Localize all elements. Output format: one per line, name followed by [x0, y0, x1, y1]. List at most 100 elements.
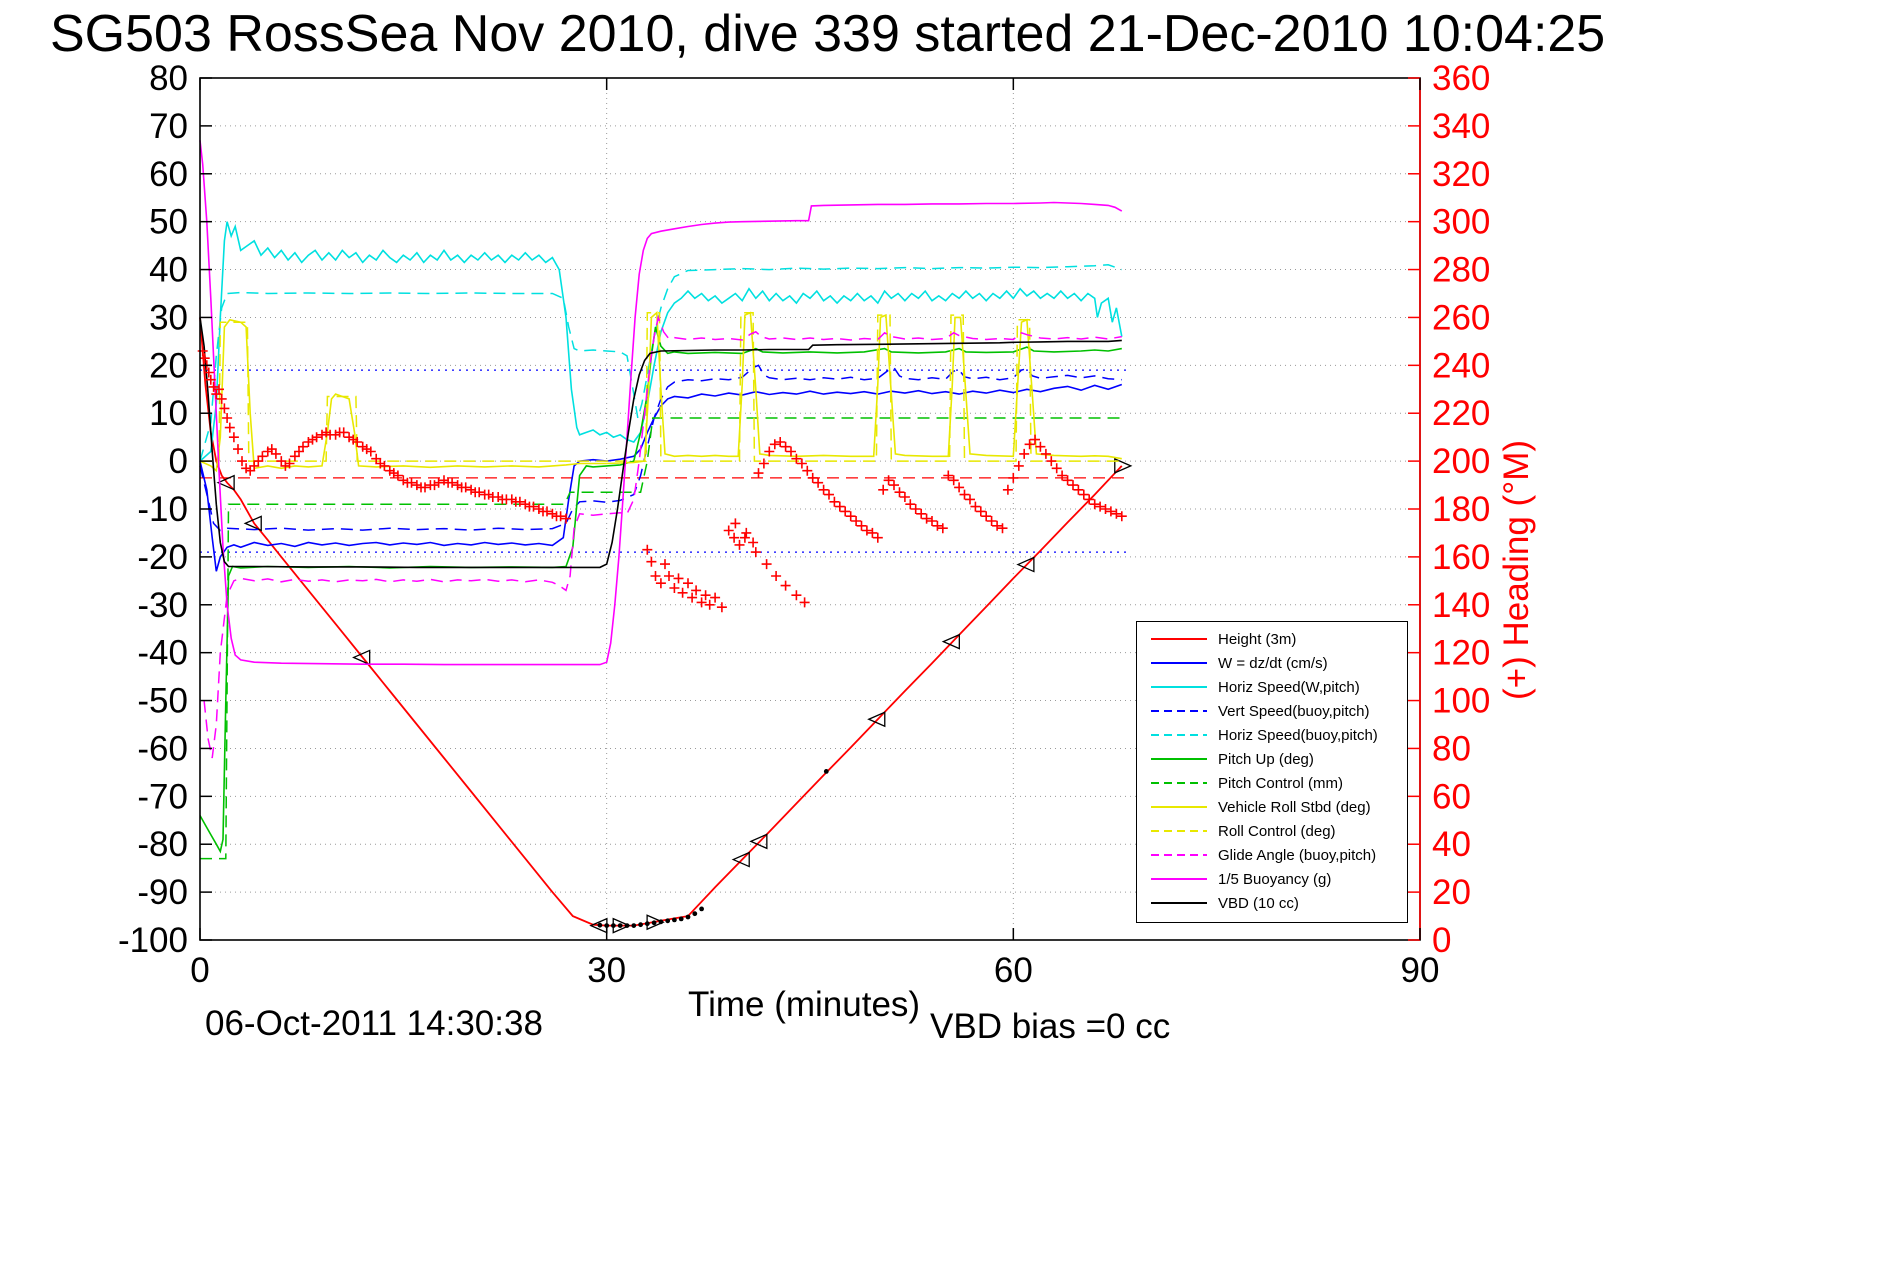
right-tick-label: 100: [1432, 682, 1490, 721]
legend-label: Vehicle Roll Stbd (deg): [1218, 798, 1371, 816]
series-buoyancy: [199, 140, 1123, 666]
right-tick-label: 320: [1432, 155, 1490, 194]
legend-line-sample: [1151, 782, 1207, 784]
right-tick-label: 60: [1432, 777, 1471, 816]
legend-label: Vert Speed(buoy,pitch): [1218, 702, 1370, 720]
legend-box: Height (3m) W = dz/dt (cm/s) Horiz Speed(W…: [1136, 621, 1408, 923]
x-tick-label: 60: [994, 951, 1033, 990]
legend-item-w-dzdt: W = dz/dt (cm/s): [1149, 651, 1407, 675]
legend-item-pitch-up: Pitch Up (deg): [1149, 747, 1407, 771]
right-tick-label: 360: [1432, 59, 1490, 98]
legend-label: Horiz Speed(buoy,pitch): [1218, 726, 1378, 744]
legend-label: Horiz Speed(W,pitch): [1218, 678, 1360, 696]
right-tick-label: 40: [1432, 825, 1471, 864]
height-marker-triangle: [243, 515, 262, 532]
left-tick-label: 10: [149, 394, 188, 433]
series-glide-angle: [203, 314, 1122, 759]
dot-sample-dots: [685, 914, 691, 920]
right-tick-label: 280: [1432, 251, 1490, 290]
left-tick-label: 50: [149, 203, 188, 242]
dot-sample-dots: [611, 923, 616, 928]
dot-sample-dots: [617, 923, 623, 928]
left-tick-label: -90: [137, 873, 188, 912]
legend-label: W = dz/dt (cm/s): [1218, 654, 1328, 672]
legend-item-height: Height (3m): [1149, 627, 1407, 651]
legend-item-roll-control: Roll Control (deg): [1149, 819, 1407, 843]
legend-line-sample: [1151, 662, 1207, 664]
dot-sample-dots: [631, 923, 637, 928]
dot-sample-dots: [624, 923, 630, 928]
legend-line-sample: [1151, 902, 1207, 904]
dot-sample-dots: [604, 923, 610, 928]
right-tick-label: 120: [1432, 634, 1490, 673]
figure-title: SG503 RossSea Nov 2010, dive 339 started…: [50, 5, 1606, 63]
height-marker-triangle: [1016, 556, 1035, 573]
left-tick-label: -20: [137, 538, 188, 577]
height-marker-triangle: [352, 649, 371, 666]
dot-sample-dots: [638, 922, 643, 928]
legend-label: Pitch Control (mm): [1218, 774, 1344, 792]
series-horiz-speed-w: [199, 221, 1123, 462]
left-tick-label: -50: [137, 682, 188, 721]
dot-sample-dots: [692, 911, 698, 917]
right-tick-label: 220: [1432, 394, 1490, 433]
left-tick-label: 60: [149, 155, 188, 194]
dot-sample-dots: [597, 922, 603, 928]
right-tick-label: 140: [1432, 586, 1490, 625]
left-tick-label: -60: [137, 729, 188, 768]
left-tick-label: -80: [137, 825, 188, 864]
height-marker-triangle: [1114, 457, 1133, 474]
legend-label: Glide Angle (buoy,pitch): [1218, 846, 1377, 864]
legend-item-vehicle-roll: Vehicle Roll Stbd (deg): [1149, 795, 1407, 819]
dot-sample-dots: [658, 919, 664, 925]
legend-label: VBD (10 cc): [1218, 894, 1299, 912]
series-vbd: [199, 317, 1122, 569]
dot-sample-dots: [644, 921, 650, 927]
legend-item-horiz-speed-buoy: Horiz Speed(buoy,pitch): [1149, 723, 1407, 747]
height-marker-triangle: [731, 851, 750, 868]
series-pitch-control: [200, 417, 1122, 860]
legend-label: Pitch Up (deg): [1218, 750, 1314, 768]
legend-line-sample: [1151, 878, 1207, 880]
height-marker-triangle: [867, 711, 886, 728]
x-tick-label: 90: [1401, 951, 1440, 990]
series-vehicle-roll: [199, 311, 1122, 473]
left-tick-label: 20: [149, 346, 188, 385]
right-tick-label: 20: [1432, 873, 1471, 912]
legend-line-sample: [1151, 758, 1207, 760]
dot-sample-dots: [651, 920, 657, 926]
left-tick-label: 30: [149, 298, 188, 337]
legend-item-vert-speed-buoy: Vert Speed(buoy,pitch): [1149, 699, 1407, 723]
series-horiz-speed-buoy: [199, 264, 1123, 462]
legend-line-sample: [1151, 638, 1207, 640]
right-tick-label: 300: [1432, 203, 1490, 242]
left-tick-label: -70: [137, 777, 188, 816]
x-tick-label: 0: [190, 951, 209, 990]
left-tick-label: 40: [149, 251, 188, 290]
legend-line-sample: [1151, 734, 1207, 736]
series-w-dzdt: [199, 383, 1123, 572]
dot-sample-dots: [672, 917, 677, 923]
left-tick-label: 0: [169, 442, 188, 481]
dot-sample-dots: [678, 916, 684, 922]
height-marker-triangle: [749, 833, 768, 850]
plot-datestamp: 06-Oct-2011 14:30:38: [205, 1004, 543, 1043]
legend-line-sample: [1151, 710, 1207, 712]
vbd-bias-note: VBD bias =0 cc: [930, 1007, 1171, 1046]
legend-label: 1/5 Buoyancy (g): [1218, 870, 1332, 888]
right-tick-label: 80: [1432, 729, 1471, 768]
legend-item-horiz-speed-w: Horiz Speed(W,pitch): [1149, 675, 1407, 699]
right-tick-label: 160: [1432, 538, 1490, 577]
dot-sample-dots: [699, 906, 704, 912]
legend-line-sample: [1151, 686, 1207, 688]
series-roll-control: [200, 311, 1122, 462]
x-axis-label: Time (minutes): [688, 985, 921, 1024]
height-marker-triangle: [216, 474, 235, 491]
left-tick-label: -30: [137, 586, 188, 625]
right-tick-label: 240: [1432, 346, 1490, 385]
x-tick-label: 30: [587, 951, 626, 990]
right-tick-label: 260: [1432, 298, 1490, 337]
legend-item-pitch-control: Pitch Control (mm): [1149, 771, 1407, 795]
left-tick-label: 80: [149, 59, 188, 98]
